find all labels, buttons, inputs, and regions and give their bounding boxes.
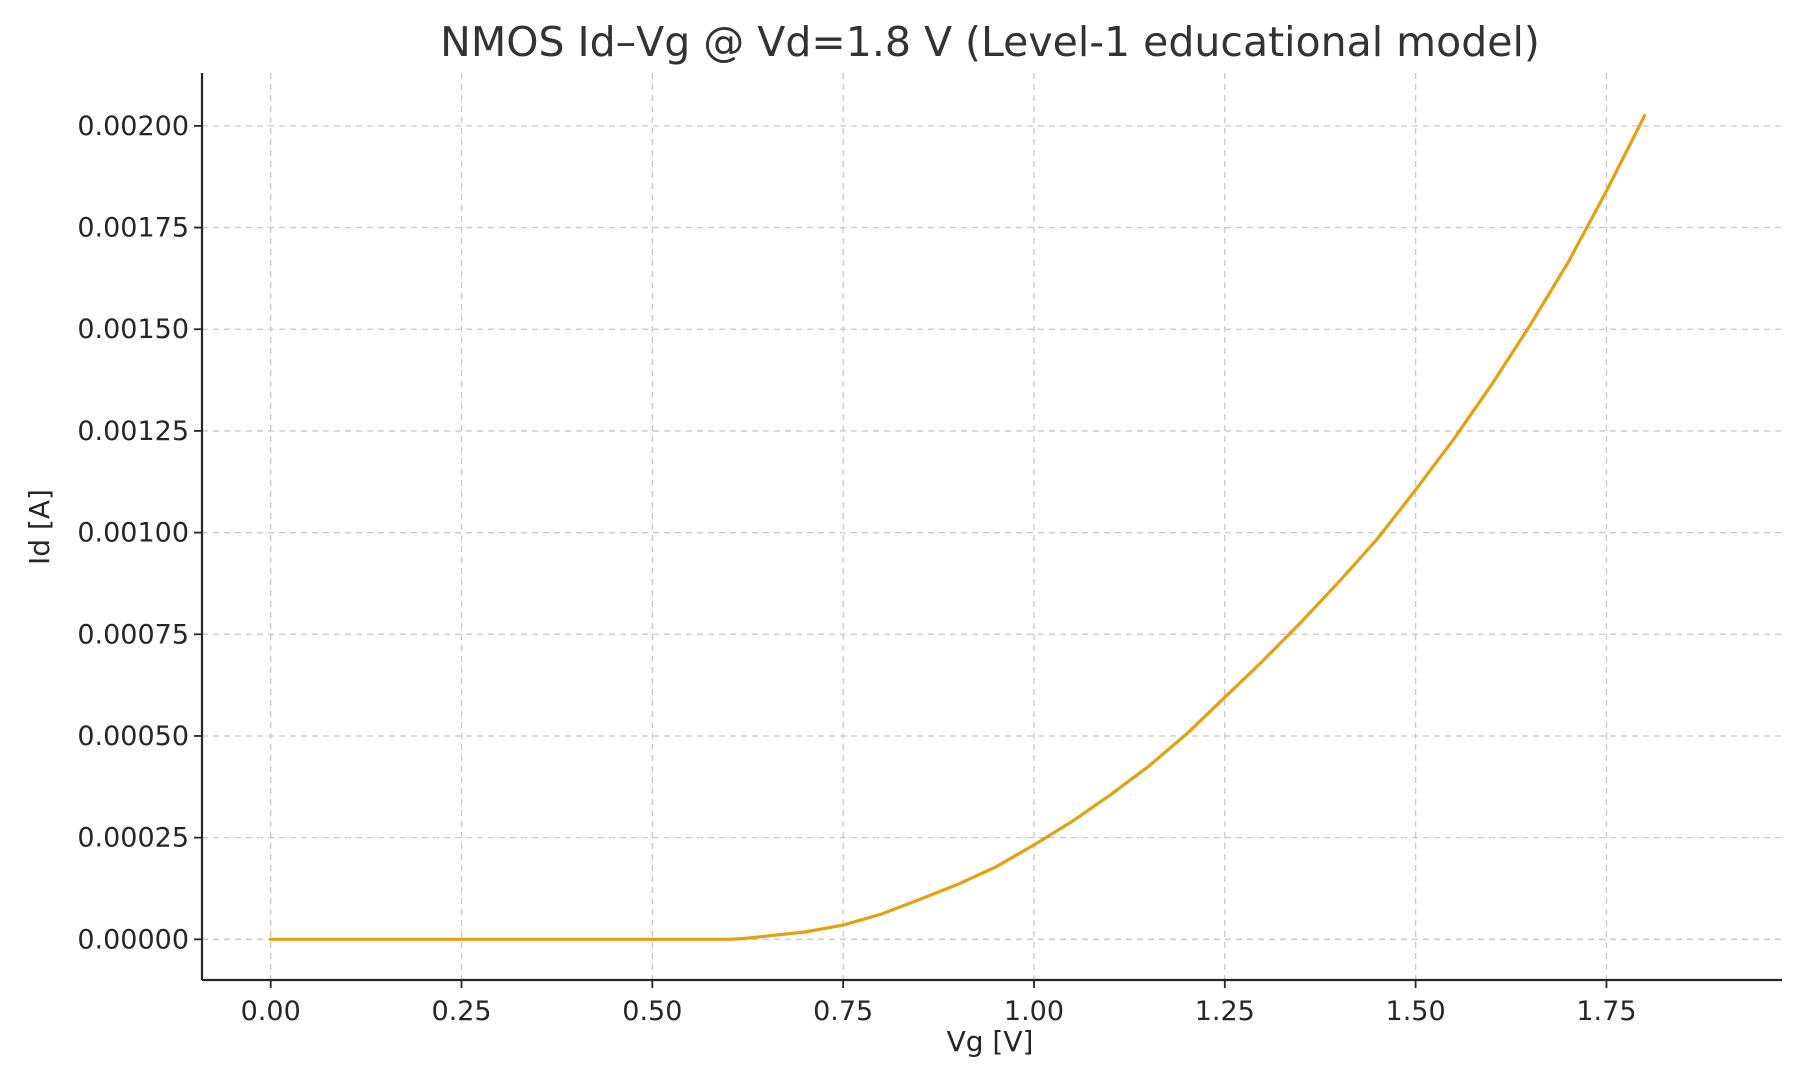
x-tick-label-5: 1.25 bbox=[1195, 996, 1255, 1027]
x-tick-label-2: 0.50 bbox=[622, 996, 682, 1027]
x-tick-label-1: 0.25 bbox=[431, 996, 491, 1027]
x-tick-label-3: 0.75 bbox=[813, 996, 873, 1027]
y-tick-label-7: 0.00175 bbox=[77, 213, 189, 244]
y-tick-label-4: 0.00100 bbox=[77, 518, 189, 549]
x-tick-label-0: 0.00 bbox=[241, 996, 301, 1027]
chart-title: NMOS Id–Vg @ Vd=1.8 V (Level-1 education… bbox=[440, 18, 1540, 66]
axes-layer: 0.00 0.25 0.50 0.75 1.00 1.25 1.50 1.75 0.00000 0… bbox=[77, 73, 1782, 1027]
y-tick-label-6: 0.00150 bbox=[77, 314, 189, 345]
x-axis-label: Vg [V] bbox=[947, 1025, 1034, 1058]
y-tick-label-1: 0.00025 bbox=[77, 823, 189, 854]
series-layer bbox=[269, 114, 1647, 941]
x-tick-label-4: 1.00 bbox=[1004, 996, 1064, 1027]
y-tick-label-5: 0.00125 bbox=[77, 416, 189, 447]
series-line-0 bbox=[269, 114, 1647, 941]
y-axis-label: Id [A] bbox=[23, 489, 56, 565]
x-tick-label-7: 1.75 bbox=[1576, 996, 1636, 1027]
grid-layer bbox=[202, 73, 1782, 980]
y-tick-label-2: 0.00050 bbox=[77, 721, 189, 752]
y-tick-label-3: 0.00075 bbox=[77, 619, 189, 650]
x-tick-label-6: 1.50 bbox=[1386, 996, 1446, 1027]
y-tick-label-0: 0.00000 bbox=[77, 924, 189, 955]
labels-layer: NMOS Id–Vg @ Vd=1.8 V (Level-1 education… bbox=[23, 18, 1540, 1058]
y-tick-label-8: 0.00200 bbox=[77, 111, 189, 142]
